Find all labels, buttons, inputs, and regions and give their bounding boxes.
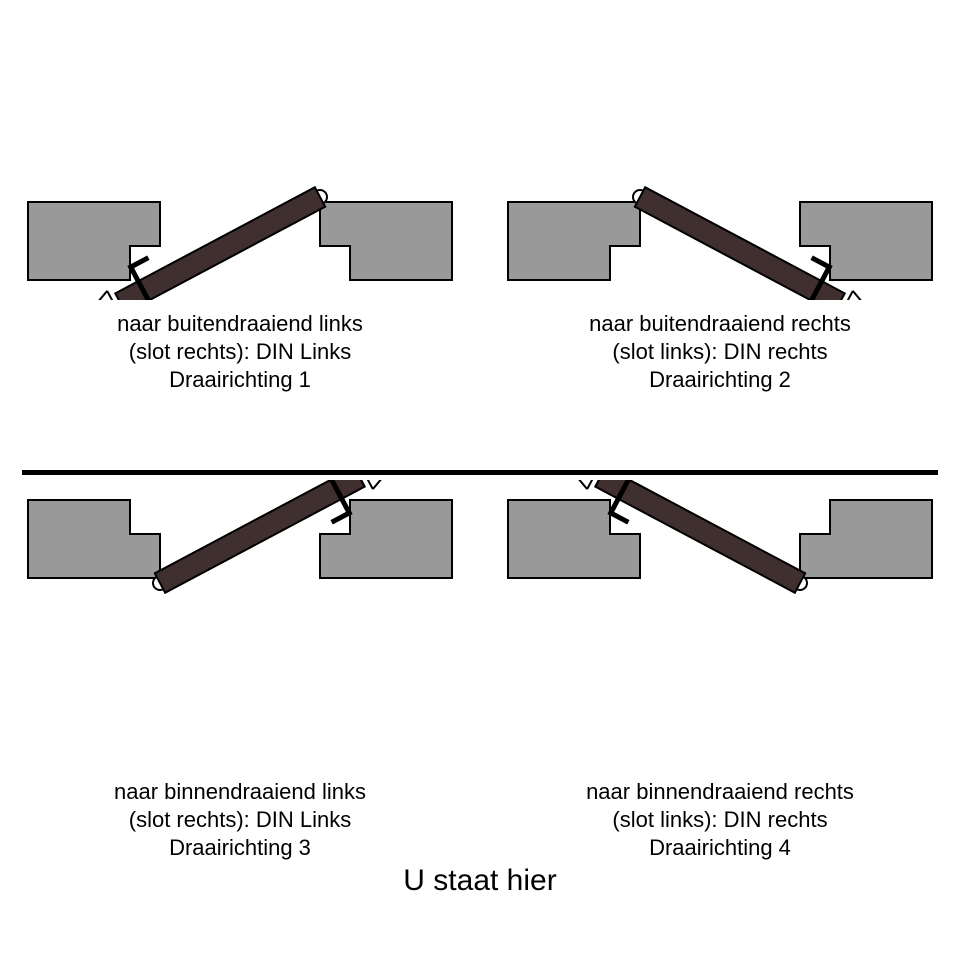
caption-line: Draairichting 2 xyxy=(480,366,960,394)
diagram-inward-left xyxy=(0,480,480,780)
caption-outward-right: naar buitendraaiend rechts (slot links):… xyxy=(480,310,960,394)
caption-line: (slot rechts): DIN Links xyxy=(0,338,480,366)
divider-line xyxy=(22,470,938,475)
diagram-outward-right xyxy=(480,0,960,300)
diagram-outward-left xyxy=(0,0,480,300)
caption-line: naar binnendraaiend links xyxy=(0,778,480,806)
caption-line: Draairichting 4 xyxy=(480,834,960,862)
caption-outward-left: naar buitendraaiend links (slot rechts):… xyxy=(0,310,480,394)
caption-line: naar buitendraaiend links xyxy=(0,310,480,338)
caption-line: naar binnendraaiend rechts xyxy=(480,778,960,806)
footer-label: U staat hier xyxy=(0,864,960,898)
panel-outward-left: naar buitendraaiend links (slot rechts):… xyxy=(0,0,480,480)
caption-line: (slot links): DIN rechts xyxy=(480,806,960,834)
caption-line: Draairichting 3 xyxy=(0,834,480,862)
diagram-inward-right xyxy=(480,480,960,780)
caption-line: (slot rechts): DIN Links xyxy=(0,806,480,834)
caption-line: Draairichting 1 xyxy=(0,366,480,394)
panel-outward-right: naar buitendraaiend rechts (slot links):… xyxy=(480,0,960,480)
caption-inward-left: naar binnendraaiend links (slot rechts):… xyxy=(0,778,480,862)
caption-line: naar buitendraaiend rechts xyxy=(480,310,960,338)
page: naar buitendraaiend links (slot rechts):… xyxy=(0,0,960,960)
caption-line: (slot links): DIN rechts xyxy=(480,338,960,366)
caption-inward-right: naar binnendraaiend rechts (slot links):… xyxy=(480,778,960,862)
